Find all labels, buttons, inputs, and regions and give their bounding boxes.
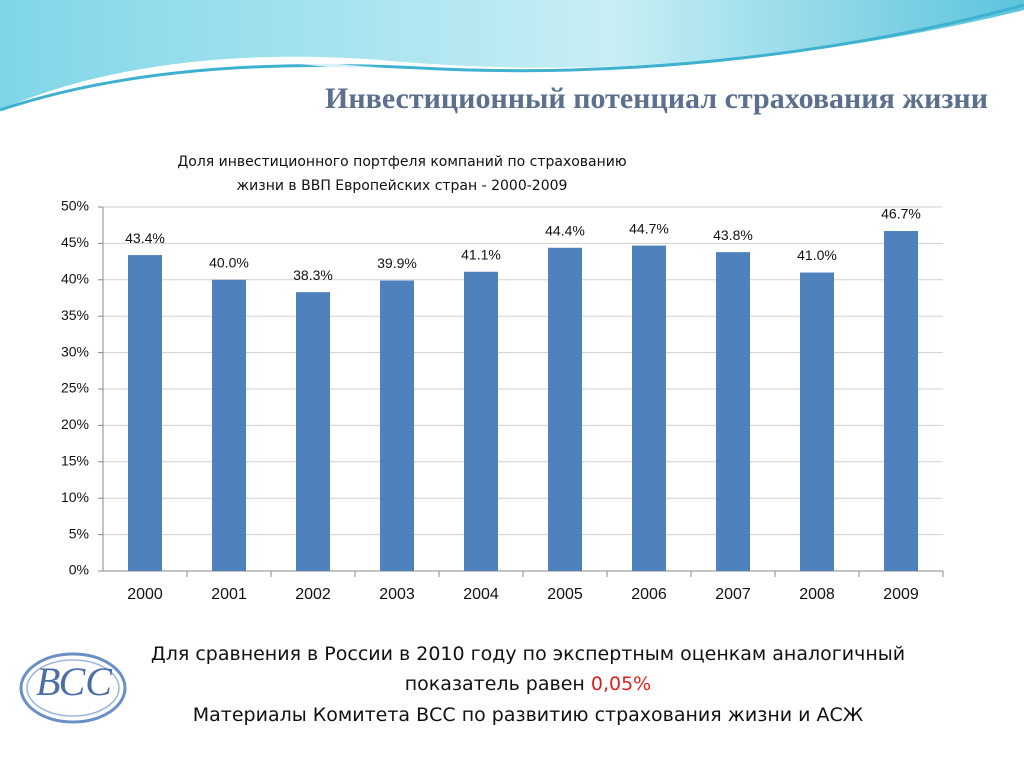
x-tick-label: 2007 — [715, 586, 751, 603]
y-tick-label: 45% — [61, 234, 89, 250]
y-tick-label: 5% — [69, 525, 89, 541]
bar — [128, 255, 162, 571]
y-tick-label: 0% — [69, 562, 89, 578]
x-tick-label: 2000 — [127, 586, 163, 603]
x-tick-label: 2009 — [883, 586, 919, 603]
y-tick-label: 30% — [61, 343, 89, 359]
data-label: 44.4% — [545, 222, 585, 238]
data-label: 43.8% — [713, 227, 753, 243]
y-tick-label: 10% — [61, 489, 89, 505]
y-tick-label: 20% — [61, 416, 89, 432]
bar — [716, 252, 750, 572]
slide-title: Инвестиционный потенциал страхования жиз… — [325, 82, 988, 115]
bar — [548, 247, 582, 571]
comparison-text: показатель равен — [404, 673, 585, 695]
data-label: 46.7% — [881, 206, 921, 222]
x-tick-label: 2003 — [379, 586, 415, 603]
x-tick-label: 2005 — [547, 586, 583, 603]
logo-ring — [19, 652, 127, 724]
y-tick-label: 25% — [61, 380, 89, 396]
bar — [464, 271, 498, 571]
header-wave — [0, 0, 1024, 110]
data-label: 41.1% — [461, 246, 501, 262]
data-label: 39.9% — [377, 255, 417, 271]
comparison-value: 0,05% — [590, 673, 652, 695]
y-tick-label: 15% — [61, 453, 89, 469]
x-tick-label: 2001 — [211, 586, 247, 603]
x-tick-label: 2004 — [463, 586, 499, 603]
logo-ring — [26, 659, 120, 717]
y-tick-label: 50% — [61, 198, 89, 214]
bar — [296, 292, 330, 571]
data-label: 41.0% — [797, 247, 837, 263]
comparison-text: показатель равен 0,05% — [40, 673, 1016, 695]
bar — [632, 245, 666, 572]
data-label: 44.7% — [629, 220, 669, 236]
comparison-text: Для сравнения в России в 2010 году по эк… — [150, 643, 906, 665]
y-tick-label: 40% — [61, 271, 89, 287]
y-tick-label: 35% — [61, 307, 89, 323]
header-wave-line — [0, 3, 1024, 112]
bar — [212, 279, 246, 571]
logo: ВСС — [36, 659, 112, 704]
data-label: 40.0% — [209, 255, 249, 271]
source-text: Материалы Комитета ВСС по развитию страх… — [192, 704, 864, 726]
x-tick-label: 2002 — [295, 586, 331, 603]
bar — [884, 231, 918, 572]
x-tick-label: 2008 — [799, 586, 835, 603]
bar — [380, 280, 414, 571]
data-label: 38.3% — [293, 267, 333, 283]
x-tick-label: 2006 — [631, 586, 667, 603]
bar — [800, 272, 834, 571]
header-wave-line — [299, 28, 1024, 77]
chart-title: Доля инвестиционного портфеля компаний п… — [177, 154, 627, 194]
data-label: 43.4% — [125, 230, 165, 246]
